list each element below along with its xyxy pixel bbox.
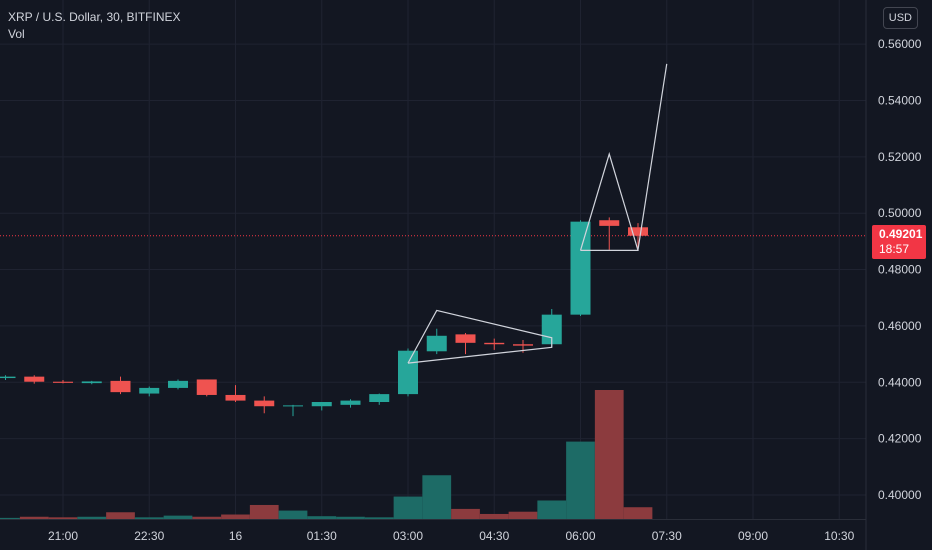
projection-line bbox=[637, 63, 668, 250]
candle-body bbox=[196, 379, 217, 395]
candle-body bbox=[283, 405, 303, 407]
volume-bar bbox=[48, 517, 78, 519]
candle-body bbox=[599, 220, 620, 226]
time-axis[interactable]: 21:00 22:30 16 01:30 03:00 04:30 06:00 07:30 09:… bbox=[48, 529, 855, 543]
price-tick-label: 0.54000 bbox=[878, 93, 922, 107]
flag-pattern bbox=[407, 309, 553, 364]
time-tick-label: 03:00 bbox=[393, 529, 423, 543]
candle-body bbox=[369, 394, 390, 403]
time-tick-label: 22:30 bbox=[134, 529, 164, 543]
candle-body bbox=[628, 227, 648, 236]
price-tick-label: 0.40000 bbox=[878, 488, 922, 502]
candlesticks bbox=[0, 217, 648, 417]
price-tick-label: 0.50000 bbox=[878, 206, 922, 220]
drawings[interactable] bbox=[407, 63, 668, 364]
candle-body bbox=[570, 221, 591, 315]
candle-body bbox=[81, 381, 102, 384]
volume-bar bbox=[364, 517, 394, 519]
candle-body bbox=[53, 381, 73, 383]
time-tick-label: 21:00 bbox=[48, 529, 78, 543]
price-tick-label: 0.52000 bbox=[878, 150, 922, 164]
candle-body bbox=[311, 402, 332, 407]
time-tick-label: 07:30 bbox=[652, 529, 682, 543]
volume-label[interactable]: Vol bbox=[8, 27, 25, 41]
volume-bars bbox=[0, 390, 653, 519]
time-tick-label: 01:30 bbox=[307, 529, 337, 543]
candle-body bbox=[340, 400, 361, 405]
volume-bar bbox=[221, 514, 250, 519]
candle-body bbox=[513, 344, 533, 346]
candle-body bbox=[455, 334, 476, 343]
candle-body bbox=[225, 394, 246, 401]
pennant-pattern bbox=[579, 151, 639, 251]
volume-bar bbox=[479, 513, 509, 519]
volume-bar bbox=[163, 515, 193, 519]
symbol-title[interactable]: XRP / U.S. Dollar, 30, BITFINEX bbox=[8, 10, 181, 24]
candle-body bbox=[398, 350, 418, 395]
volume-bar bbox=[623, 507, 653, 519]
volume-bar bbox=[594, 390, 624, 519]
volume-bar bbox=[77, 516, 107, 519]
volume-bar bbox=[19, 516, 49, 519]
time-tick-label: 04:30 bbox=[479, 529, 509, 543]
time-tick-label: 06:00 bbox=[565, 529, 595, 543]
volume-bar bbox=[0, 517, 20, 519]
volume-bar bbox=[278, 510, 308, 519]
candle-body bbox=[426, 335, 447, 352]
candle-body bbox=[24, 376, 45, 382]
price-tick-label: 0.44000 bbox=[878, 375, 922, 389]
volume-bar bbox=[508, 511, 538, 519]
last-price-value: 0.49201 bbox=[879, 227, 923, 241]
price-tick-label: 0.56000 bbox=[878, 37, 922, 51]
candle-body bbox=[484, 342, 505, 345]
volume-bar bbox=[566, 441, 595, 519]
price-tick-label: 0.48000 bbox=[878, 263, 922, 277]
volume-bar bbox=[451, 508, 480, 519]
volume-bar bbox=[422, 475, 452, 519]
volume-bar bbox=[537, 500, 567, 519]
volume-bar bbox=[307, 516, 337, 519]
bar-countdown: 18:57 bbox=[879, 242, 910, 256]
volume-bar bbox=[134, 517, 164, 519]
currency-button[interactable]: USD bbox=[882, 7, 918, 29]
candle-body bbox=[0, 376, 16, 379]
candle-body bbox=[168, 380, 188, 388]
volume-bar bbox=[249, 504, 279, 519]
candle-body bbox=[254, 400, 275, 407]
volume-bar bbox=[393, 496, 423, 519]
grid-lines bbox=[0, 0, 866, 519]
time-tick-label: 09:00 bbox=[738, 529, 768, 543]
candle-body bbox=[139, 387, 160, 394]
volume-bar bbox=[336, 516, 365, 519]
last-price-tag: 0.49201 18:57 bbox=[872, 225, 926, 259]
time-tick-label: 16 bbox=[229, 529, 243, 543]
time-tick-label: 10:30 bbox=[824, 529, 854, 543]
volume-bar bbox=[106, 512, 135, 519]
candle-body bbox=[110, 380, 131, 393]
chart-legend: XRP / U.S. Dollar, 30, BITFINEX Vol bbox=[8, 9, 181, 43]
price-tick-label: 0.42000 bbox=[878, 432, 922, 446]
price-axis[interactable]: 0.40000 0.42000 0.44000 0.46000 0.48000 0.500… bbox=[878, 37, 922, 502]
price-tick-label: 0.46000 bbox=[878, 319, 922, 333]
volume-bar bbox=[192, 516, 222, 519]
